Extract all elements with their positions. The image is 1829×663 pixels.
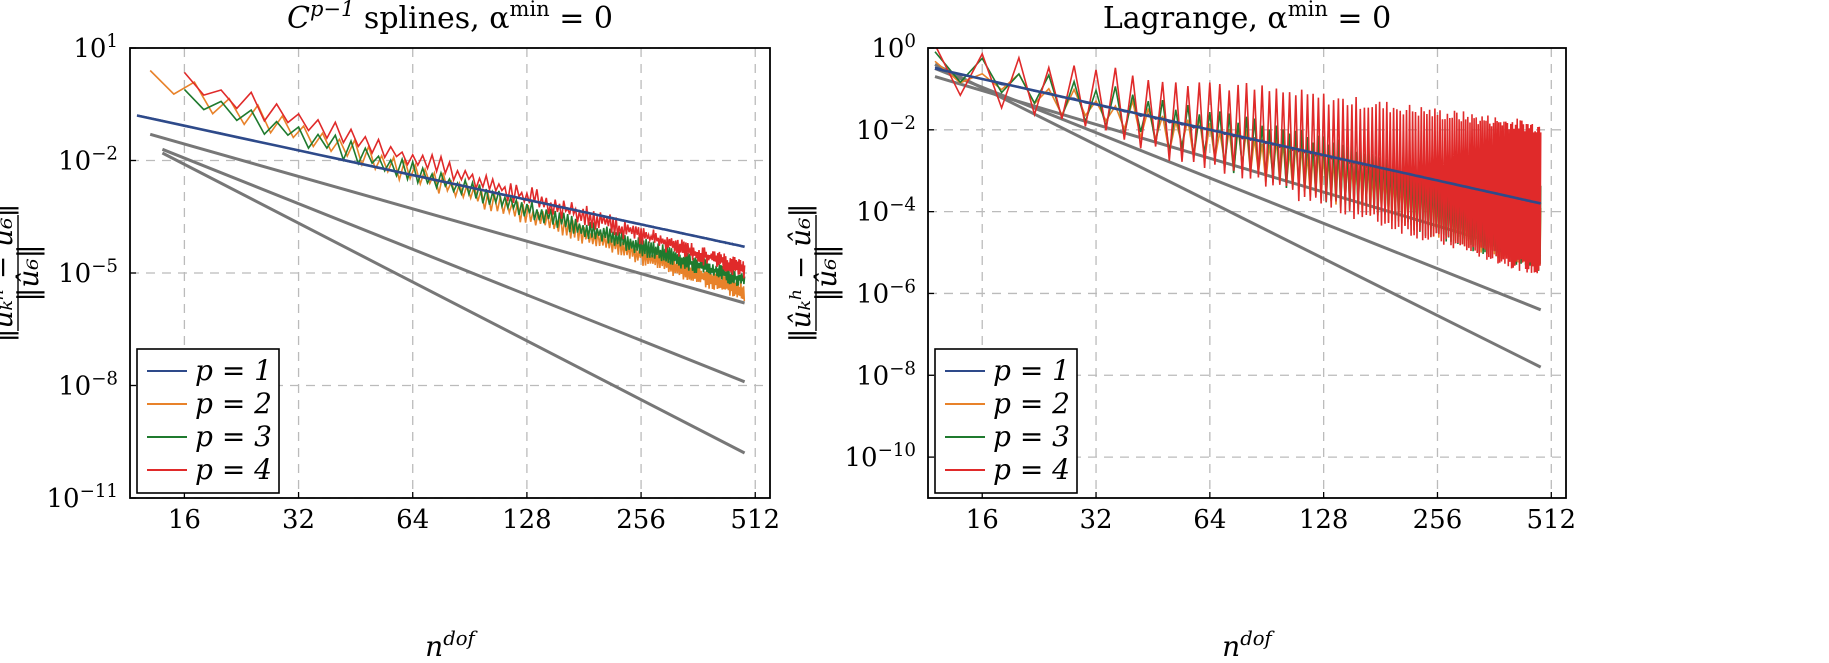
x-tick-label: 256	[1413, 505, 1463, 535]
legend-label: p = 2	[195, 387, 272, 420]
plot-area	[136, 69, 746, 455]
legend-label: p = 3	[993, 420, 1070, 453]
y-label-denominator: ‖û₆‖	[12, 244, 45, 301]
x-axis-label: ndof	[425, 627, 478, 663]
y-tick-label: 10−2	[856, 112, 916, 146]
y-label-denominator: ‖û₆‖	[810, 244, 843, 301]
series-line-p1-trend	[136, 114, 745, 249]
legend: p = 1p = 2p = 3p = 4	[136, 348, 280, 494]
y-tick-label: 10−8	[856, 358, 916, 392]
reference-line	[149, 132, 746, 305]
reference-line	[161, 151, 746, 455]
chart-right: 16 32 64 128 256 512 100 10−2 10−4 10−6 10−8 10−10 L…	[784, 0, 1576, 663]
y-tick-label: 10−8	[58, 368, 118, 402]
legend-label: p = 1	[993, 354, 1070, 387]
x-tick-label: 64	[396, 505, 429, 535]
x-tick-label: 64	[1193, 505, 1226, 535]
x-tick-label: 512	[1526, 505, 1576, 535]
legend-label: p = 4	[195, 453, 272, 486]
y-tick-label: 10−2	[58, 143, 118, 177]
series-line-p2	[149, 69, 746, 302]
legend-label: p = 2	[993, 387, 1070, 420]
reference-line	[934, 63, 1542, 369]
y-label-numerator: ‖ûₖʰ − û₆‖	[784, 204, 817, 343]
x-tick-label: 16	[966, 505, 999, 535]
x-tick-label: 128	[1299, 505, 1349, 535]
chart-title: Cp−1 splines, αmin = 0	[287, 0, 613, 36]
plot-area	[934, 48, 1542, 369]
y-tick-label: 10−4	[856, 194, 916, 228]
plot-frame	[927, 47, 1567, 499]
y-tick-label: 10−5	[58, 256, 118, 290]
legend: p = 1p = 2p = 3p = 4	[934, 348, 1078, 494]
legend-label: p = 1	[195, 354, 272, 387]
reference-line	[161, 147, 746, 384]
series-line-p1-trend	[934, 67, 1542, 205]
x-tick-label: 512	[730, 505, 780, 535]
x-axis-label: ndof	[1222, 627, 1275, 663]
y-axis-label: ‖ûₖʰ − û₆‖‖û₆‖	[0, 204, 45, 343]
legend-label: p = 3	[195, 420, 272, 453]
chart-title: Lagrange, αmin = 0	[1103, 0, 1391, 36]
y-label-numerator: ‖ûₖʰ − û₆‖	[0, 204, 19, 343]
series-line-p3	[183, 88, 746, 286]
y-axis-label: ‖ûₖʰ − û₆‖‖û₆‖	[784, 204, 843, 343]
x-tick-label: 128	[502, 505, 552, 535]
series-line-p4	[183, 71, 746, 279]
y-tick-label: 10−10	[845, 440, 916, 474]
x-tick-label: 256	[616, 505, 666, 535]
x-tick-label: 32	[1079, 505, 1112, 535]
series-line-p4	[935, 48, 1542, 274]
chart-left: 16 32 64 128 256 512 101 10−2 10−5 10−8 10−11 Cp−1 …	[0, 0, 780, 663]
y-tick-label: 100	[871, 31, 916, 65]
x-tick-label: 32	[282, 505, 315, 535]
y-tick-label: 10−11	[47, 481, 118, 515]
legend-label: p = 4	[993, 453, 1070, 486]
x-tick-label: 16	[168, 505, 201, 535]
y-tick-label: 101	[73, 31, 118, 65]
y-tick-label: 10−6	[856, 276, 916, 310]
